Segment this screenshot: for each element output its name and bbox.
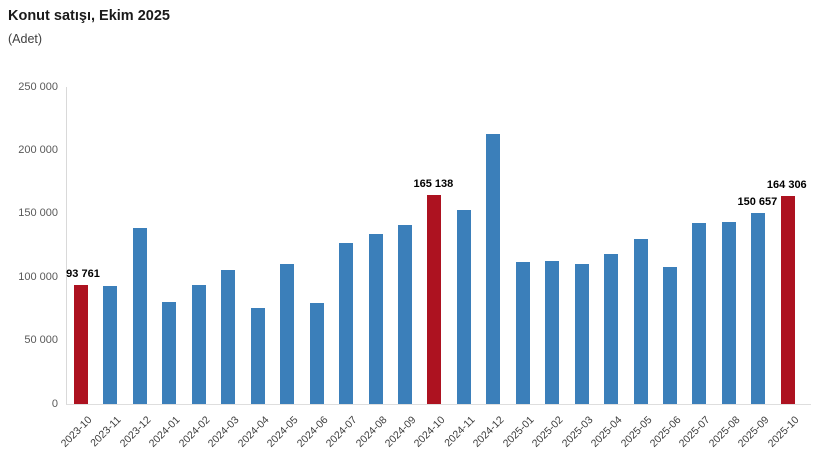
x-axis-tick-label: 2025-03	[559, 414, 596, 450]
data-label-2025-09: 150 657	[737, 195, 778, 208]
y-axis-tick-label: 100 000	[18, 270, 58, 283]
x-axis-tick-label: 2025-10	[765, 414, 802, 450]
bar-2025-06[interactable]	[663, 267, 677, 404]
x-axis-tick-label: 2024-09	[382, 414, 419, 450]
y-axis-tick-label: 150 000	[18, 207, 58, 220]
bar-2025-09[interactable]	[751, 213, 766, 404]
chart-title: Konut satışı, Ekim 2025	[8, 8, 170, 24]
bar-2024-04[interactable]	[250, 308, 265, 404]
bar-2023-10[interactable]	[74, 285, 88, 404]
x-axis-tick-label: 2025-04	[588, 414, 625, 450]
bar-2024-07[interactable]	[339, 242, 354, 404]
bar-2023-11[interactable]	[103, 286, 118, 404]
x-axis-tick-label: 2024-02	[176, 414, 213, 450]
x-axis-tick-label: 2024-12	[471, 414, 507, 450]
x-axis-tick-label: 2023-10	[58, 414, 95, 450]
x-axis-tick-label: 2024-08	[353, 414, 389, 450]
x-axis-tick-label: 2024-10	[412, 414, 448, 450]
bar-2024-08[interactable]	[368, 233, 383, 404]
x-axis-tick-label: 2024-01	[147, 414, 183, 450]
x-axis-tick-label: 2025-09	[736, 414, 772, 450]
x-axis-tick-label: 2024-06	[294, 414, 331, 450]
bar-2024-10[interactable]	[427, 194, 442, 404]
plot-area	[66, 87, 811, 405]
x-axis-tick-label: 2024-04	[235, 414, 272, 450]
y-axis-tick-label: 0	[51, 397, 58, 410]
data-label-2025-10: 164 306	[766, 178, 807, 191]
x-axis-tick-label: 2025-06	[647, 414, 684, 450]
bar-2024-12[interactable]	[486, 134, 501, 404]
y-axis-tick-label: 200 000	[18, 143, 58, 156]
x-axis-tick-label: 2025-01	[500, 414, 537, 450]
bar-2024-11[interactable]	[456, 210, 471, 404]
chart-subtitle: (Adet)	[8, 32, 43, 46]
x-axis-tick-label: 2025-07	[677, 414, 713, 450]
bar-2024-05[interactable]	[280, 263, 295, 404]
bar-2024-02[interactable]	[191, 284, 206, 404]
x-axis-tick-label: 2024-07	[323, 414, 360, 450]
bar-2024-09[interactable]	[397, 225, 412, 404]
bar-2025-05[interactable]	[633, 239, 648, 404]
bar-2025-03[interactable]	[574, 263, 589, 404]
bar-2025-10[interactable]	[780, 195, 795, 404]
x-axis-tick-label: 2025-05	[618, 414, 655, 450]
x-axis-tick-label: 2025-02	[529, 414, 566, 450]
bar-2025-04[interactable]	[604, 253, 619, 404]
bar-2025-01[interactable]	[515, 261, 530, 404]
x-axis-tick-label: 2024-05	[264, 414, 301, 450]
bar-2025-02[interactable]	[545, 260, 560, 404]
data-label-2023-10: 93 761	[66, 268, 100, 281]
bar-2024-06[interactable]	[309, 303, 324, 404]
x-axis-tick-label: 2023-11	[88, 414, 124, 450]
y-axis-tick-label: 50 000	[24, 334, 58, 347]
x-axis-tick-label: 2025-08	[706, 414, 743, 450]
bar-2024-01[interactable]	[162, 302, 177, 404]
x-axis-tick-label: 2023-12	[117, 414, 154, 450]
data-label-2024-10: 165 138	[413, 177, 454, 190]
x-axis-tick-label: 2024-11	[442, 414, 478, 450]
bar-2024-03[interactable]	[221, 270, 236, 404]
bar-2025-08[interactable]	[721, 222, 736, 404]
bar-2023-12[interactable]	[132, 228, 147, 404]
x-axis-tick-label: 2024-03	[205, 414, 242, 450]
bar-2025-07[interactable]	[692, 222, 707, 404]
y-axis-tick-label: 250 000	[18, 80, 58, 93]
